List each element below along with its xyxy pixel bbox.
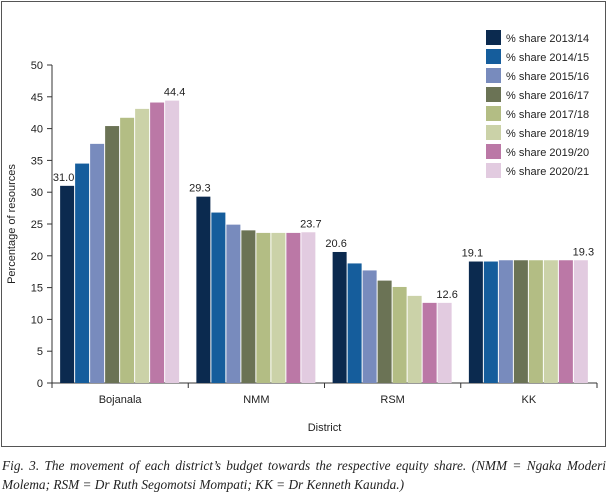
bar — [407, 295, 422, 383]
bar — [543, 260, 558, 383]
data-label: 23.7 — [300, 218, 321, 230]
bar — [211, 212, 226, 383]
bar — [165, 100, 180, 383]
legend-swatch — [486, 144, 501, 159]
y-tick-label: 40 — [31, 124, 43, 136]
legend-swatch — [486, 30, 501, 45]
y-tick-label: 15 — [31, 283, 43, 295]
bar — [468, 261, 483, 383]
y-tick-label: 25 — [31, 219, 43, 231]
bar — [377, 280, 392, 383]
legend-swatch — [486, 87, 501, 102]
legend-label: % share 2013/14 — [506, 33, 589, 45]
bar — [196, 196, 211, 383]
legend-swatch — [486, 163, 501, 178]
data-label: 29.3 — [189, 183, 210, 195]
bar-chart: 0 5 10 15 20 25 30 35 40 45 50 Percentage of resour… — [6, 30, 598, 434]
chart-frame — [1, 1, 606, 447]
bar — [332, 251, 347, 383]
bar — [483, 261, 498, 383]
legend-swatch — [486, 68, 501, 83]
bar — [226, 224, 241, 383]
y-tick-label: 10 — [31, 314, 43, 326]
legend-label: % share 2017/18 — [506, 109, 589, 121]
bar — [135, 108, 150, 383]
bar — [422, 302, 437, 383]
x-axis-label: District — [308, 422, 342, 434]
legend-label: % share 2020/21 — [506, 166, 589, 178]
bar — [528, 260, 543, 383]
y-tick-label: 35 — [31, 155, 43, 167]
figure-caption: Fig. 3. The movement of each district’s … — [2, 458, 606, 492]
bar — [256, 232, 271, 383]
x-tick-label: RSM — [380, 394, 404, 406]
data-label: 12.6 — [436, 289, 457, 301]
data-label: 31.0 — [53, 172, 74, 184]
bar — [362, 270, 377, 383]
y-tick-label: 30 — [31, 187, 43, 199]
bar — [105, 126, 120, 383]
bar — [60, 185, 75, 383]
bar — [573, 260, 588, 383]
bar — [286, 232, 301, 383]
bar — [271, 232, 286, 383]
bar — [498, 260, 513, 383]
x-tick-label: NMM — [243, 394, 269, 406]
y-tick-label: 20 — [31, 251, 43, 263]
y-tick-label: 0 — [37, 378, 43, 390]
y-tick-label: 5 — [37, 346, 43, 358]
legend-label: % share 2015/16 — [506, 71, 589, 83]
bar — [150, 102, 165, 384]
y-tick-label: 50 — [31, 60, 43, 72]
data-label: 19.3 — [573, 246, 594, 258]
data-label: 19.1 — [462, 248, 483, 260]
legend-label: % share 2016/17 — [506, 90, 589, 102]
legend-swatch — [486, 125, 501, 140]
data-label: 20.6 — [325, 238, 346, 250]
legend-label: % share 2018/19 — [506, 128, 589, 140]
y-axis-label: Percentage of resources — [6, 164, 18, 284]
legend-swatch — [486, 49, 501, 64]
y-tick-label: 45 — [31, 92, 43, 104]
bar — [301, 232, 316, 383]
bar — [90, 143, 105, 383]
x-tick-label: Bojanala — [99, 394, 143, 406]
bar — [558, 260, 573, 383]
bar — [392, 286, 407, 383]
bar — [347, 263, 362, 383]
data-label: 44.4 — [164, 87, 185, 99]
bar — [120, 117, 135, 384]
bar — [513, 260, 528, 383]
bar — [241, 230, 256, 383]
legend-swatch — [486, 106, 501, 121]
x-tick-label: KK — [522, 394, 537, 406]
bar — [437, 302, 452, 383]
bar — [75, 163, 90, 383]
legend-label: % share 2019/20 — [506, 147, 589, 159]
legend-label: % share 2014/15 — [506, 52, 589, 64]
